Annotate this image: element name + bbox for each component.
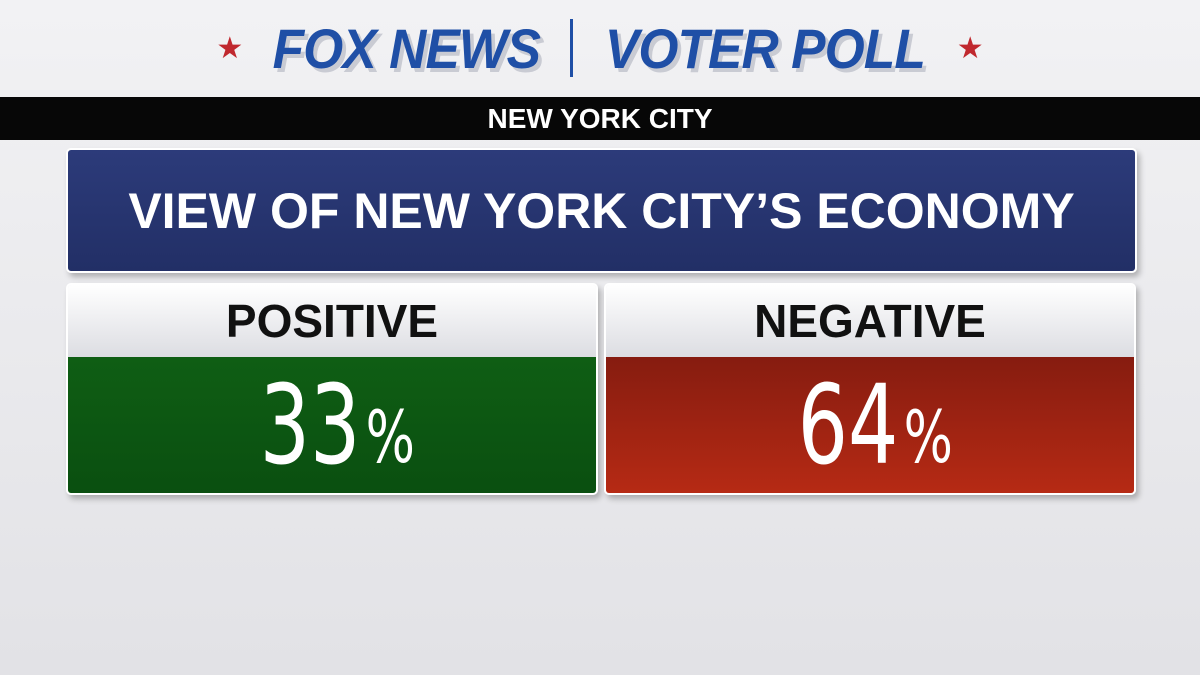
logo: ★ FOX NEWS VOTER POLL ★: [0, 0, 1200, 96]
location-bar: NEW YORK CITY: [0, 97, 1200, 140]
question-box: VIEW OF NEW YORK CITY’S ECONOMY: [66, 148, 1137, 273]
result-value: 64: [797, 361, 899, 489]
question: VIEW OF NEW YORK CITY’S ECONOMY: [128, 182, 1075, 239]
star: ★: [216, 31, 244, 65]
result-value: 33: [259, 361, 361, 489]
result-value-box: 33%: [68, 357, 596, 493]
result-value-box: 64%: [606, 357, 1134, 493]
result-unit: %: [365, 395, 415, 479]
location: NEW YORK CITY: [487, 102, 713, 134]
star: ★: [956, 31, 984, 65]
divider: [569, 19, 573, 77]
brand: FOX NEWS: [272, 16, 541, 80]
result-label: POSITIVE: [68, 285, 596, 357]
result-panel: NEGATIVE 64%: [604, 283, 1136, 495]
result-label: NEGATIVE: [606, 285, 1134, 357]
product: VOTER POLL: [604, 16, 926, 80]
result-unit: %: [903, 395, 953, 479]
result-panel: POSITIVE 33%: [66, 283, 598, 495]
